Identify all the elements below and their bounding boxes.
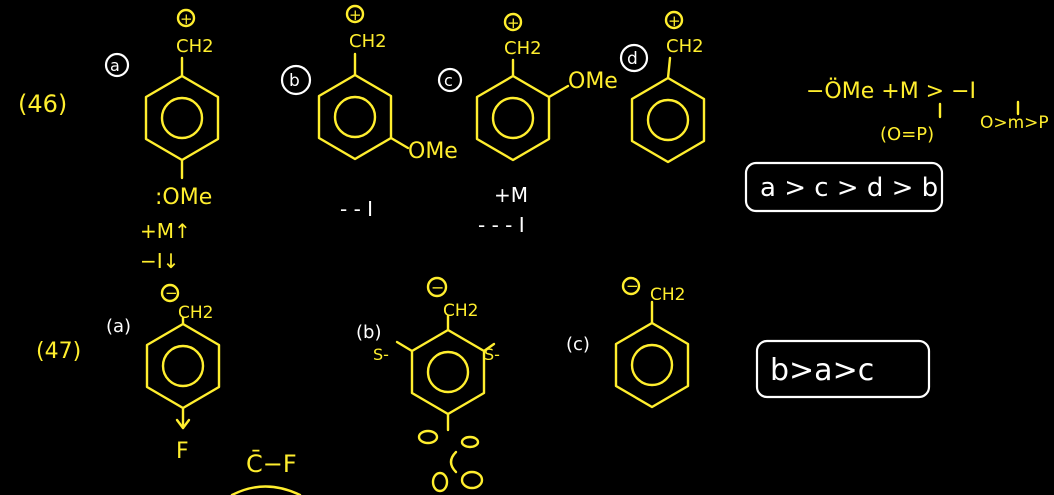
q47-b-ch2: CH2 [443,301,478,321]
q47-b-charge: − [431,278,444,297]
q47-option-b: (b) − CH2 S- S- [356,276,500,493]
q47-a-tag: (a) [106,316,131,337]
q46-option-c: c + CH2 OMe +M - - - I [437,12,618,237]
q46-option-b: b + CH2 OMe - - I [280,4,458,221]
q46-b-charge: + [349,6,362,24]
q46-a-charge: + [180,10,193,28]
q46-rule-line1: −ÖMe +M > −I [806,78,976,104]
q47-option-c: (c) − CH2 [566,276,690,409]
q47-c-charge: − [626,277,639,295]
q46-a-substituent: :OMe [155,185,212,210]
q46-a-ch2: CH2 [176,36,214,57]
q47-b-left-group: S- [373,345,389,364]
q46-d-ch2: CH2 [666,36,704,57]
q46-b-substituent: OMe [408,139,458,164]
q47-b-right-group: S- [484,345,500,364]
q46-c-note2: - - - I [478,213,525,237]
q47-c-tag: (c) [566,334,590,355]
q47-option-a: (a) − CH2 F [106,283,221,464]
q46-b-ch2: CH2 [349,31,387,52]
q46-option-a: a + CH2 :OMe +M↑ −I↓ [104,8,220,273]
q47-c-ch2: CH2 [650,285,685,305]
q47-a-substituent: F [176,439,189,464]
q46-a-note2: −I↓ [140,249,179,273]
q46-option-d: d + CH2 [619,10,706,164]
q46-d-charge: + [668,12,681,30]
q46-answer-box: a > c > d > b [744,161,944,213]
q46-c-substituent: OMe [568,69,618,94]
q47-a-charge: − [165,284,178,302]
q47-number: (47) [36,339,81,364]
q46-rule-op: (O=P) [880,124,934,145]
q46-a-tag: a [110,56,120,75]
q46-d-tag: d [627,49,638,69]
q47-answer-box: b>a>c [755,339,931,399]
q46-a-note1: +M↑ [140,219,191,243]
q46-answer: a > c > d > b [760,173,938,203]
q47-a-ch2: CH2 [178,303,213,323]
q46-rule-im: O>m>P [980,113,1049,133]
q46-rule: −ÖMe +M > −I (O=P) O>m>P [806,78,1049,145]
q46-c-charge: + [507,14,520,32]
q47-answer: b>a>c [770,353,874,388]
q46-b-note: - - I [340,197,373,221]
q46-b-tag: b [289,71,300,91]
q47-b-tag: (b) [356,322,381,343]
q46-number: (46) [18,90,67,118]
q46-c-tag: c [444,71,453,90]
q47-carbanion-text: C̄−F [246,449,297,478]
q46-c-ch2: CH2 [504,38,542,59]
q46-c-note1: +M [494,183,528,207]
q47-carbanion-note: C̄−F [230,449,302,495]
